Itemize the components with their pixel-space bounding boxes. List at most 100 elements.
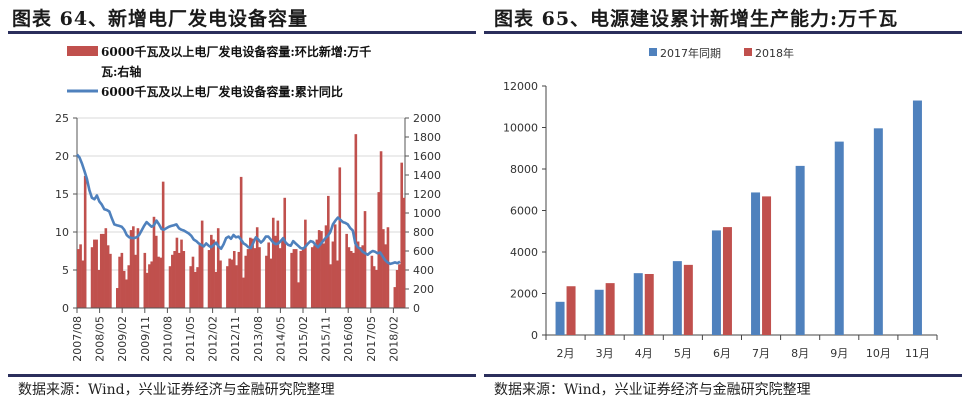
bar-2018 bbox=[605, 283, 615, 335]
left-axis-label: 5 bbox=[62, 264, 69, 277]
x-axis-label: 8月 bbox=[791, 347, 809, 360]
bar bbox=[299, 251, 303, 308]
bar bbox=[269, 258, 273, 308]
bar bbox=[127, 265, 131, 308]
bar bbox=[317, 230, 321, 308]
right-chart-title: 图表 65、电源建设累计新增生产能力:万千瓦 bbox=[494, 8, 899, 30]
bar bbox=[157, 256, 160, 308]
bar bbox=[276, 220, 280, 308]
x-axis-label: 7月 bbox=[752, 347, 770, 360]
bar bbox=[182, 251, 186, 308]
bar bbox=[173, 251, 176, 308]
bar bbox=[81, 260, 85, 308]
bar bbox=[109, 253, 112, 308]
right-axis-label: 800 bbox=[413, 226, 434, 239]
bar bbox=[384, 244, 387, 308]
bar bbox=[294, 249, 298, 308]
x-axis-label: 5月 bbox=[674, 347, 692, 360]
bar bbox=[216, 228, 220, 308]
bar bbox=[83, 175, 87, 308]
bar bbox=[281, 239, 284, 308]
bar bbox=[239, 176, 243, 308]
right-axis-label: 1800 bbox=[413, 131, 441, 144]
legend-2017-label: 2017年同期 bbox=[660, 46, 721, 60]
bar bbox=[214, 271, 218, 308]
bar bbox=[104, 228, 108, 308]
x-axis-label: 2008/05 bbox=[94, 316, 107, 362]
x-axis-label: 2010/08 bbox=[161, 316, 174, 362]
x-axis-label: 11月 bbox=[905, 347, 930, 360]
bar bbox=[253, 248, 257, 308]
bar bbox=[377, 192, 381, 308]
y-axis-label: 6000 bbox=[510, 205, 538, 218]
left-chart-title: 图表 64、新增电厂发电设备容量 bbox=[12, 8, 309, 30]
bar bbox=[226, 266, 229, 308]
bar bbox=[375, 270, 378, 308]
bar bbox=[154, 235, 158, 308]
x-axis-label: 2007/08 bbox=[71, 316, 84, 362]
bar bbox=[363, 211, 367, 308]
bar bbox=[242, 277, 245, 308]
x-axis-label: 2018/02 bbox=[387, 316, 400, 362]
left-footer-rule bbox=[8, 374, 476, 377]
bar bbox=[352, 252, 355, 308]
y-axis-label: 0 bbox=[531, 329, 538, 342]
bar bbox=[145, 272, 149, 308]
bar bbox=[159, 257, 163, 308]
x-axis-label: 10月 bbox=[866, 347, 891, 360]
right-footer-rule bbox=[484, 374, 962, 377]
bar bbox=[251, 238, 254, 308]
bar bbox=[292, 249, 296, 308]
left-axis-label: 25 bbox=[55, 112, 69, 125]
bar bbox=[322, 243, 326, 308]
bar bbox=[150, 261, 153, 308]
bar bbox=[196, 267, 199, 308]
x-axis-label: 2011/05 bbox=[184, 316, 197, 362]
bar bbox=[271, 217, 275, 308]
bar bbox=[77, 249, 80, 308]
bar bbox=[333, 224, 337, 308]
bar bbox=[393, 287, 397, 308]
bar bbox=[310, 247, 314, 308]
bar bbox=[329, 264, 332, 308]
bar bbox=[97, 270, 101, 308]
left-title-rule bbox=[8, 31, 476, 34]
legend-line-label: 6000千瓦及以上电厂发电设备容量:累计同比 bbox=[101, 84, 343, 99]
x-axis-label: 2009/11 bbox=[139, 316, 152, 362]
bar bbox=[168, 266, 172, 308]
bar bbox=[402, 197, 406, 308]
bar-2017 bbox=[751, 192, 761, 335]
x-axis-label: 4月 bbox=[635, 347, 653, 360]
x-axis-label: 2012/02 bbox=[207, 316, 220, 362]
left-axis-label: 10 bbox=[55, 226, 69, 239]
bar bbox=[198, 244, 202, 308]
bar bbox=[129, 230, 133, 308]
bar bbox=[283, 197, 287, 308]
bar bbox=[134, 254, 137, 308]
bar bbox=[161, 181, 165, 308]
left-chart-panel: 图表 64、新增电厂发电设备容量 6000千瓦及以上电厂发电设备容量:环比新增:… bbox=[8, 8, 476, 398]
bar bbox=[136, 228, 140, 308]
bar-2017 bbox=[672, 261, 682, 335]
x-axis-label: 2015/02 bbox=[297, 316, 310, 362]
bar-2017 bbox=[912, 100, 922, 336]
bar bbox=[246, 249, 250, 308]
bar bbox=[230, 259, 234, 308]
right-axis-label: 0 bbox=[413, 302, 420, 315]
bar-2018 bbox=[762, 196, 772, 335]
bar bbox=[232, 251, 236, 308]
bar bbox=[258, 247, 261, 308]
x-axis-label: 3月 bbox=[596, 347, 614, 360]
bar bbox=[331, 241, 335, 308]
bar bbox=[132, 226, 135, 308]
bar bbox=[152, 216, 156, 308]
yoy-line bbox=[76, 153, 401, 266]
bar bbox=[327, 195, 330, 308]
right-axis-label: 1000 bbox=[413, 207, 441, 220]
legend-2018-swatch bbox=[744, 48, 752, 56]
bar bbox=[193, 271, 197, 308]
bar bbox=[304, 219, 307, 308]
right-axis-label: 2000 bbox=[413, 112, 441, 125]
bar-2018 bbox=[683, 264, 693, 335]
bar bbox=[301, 247, 305, 308]
